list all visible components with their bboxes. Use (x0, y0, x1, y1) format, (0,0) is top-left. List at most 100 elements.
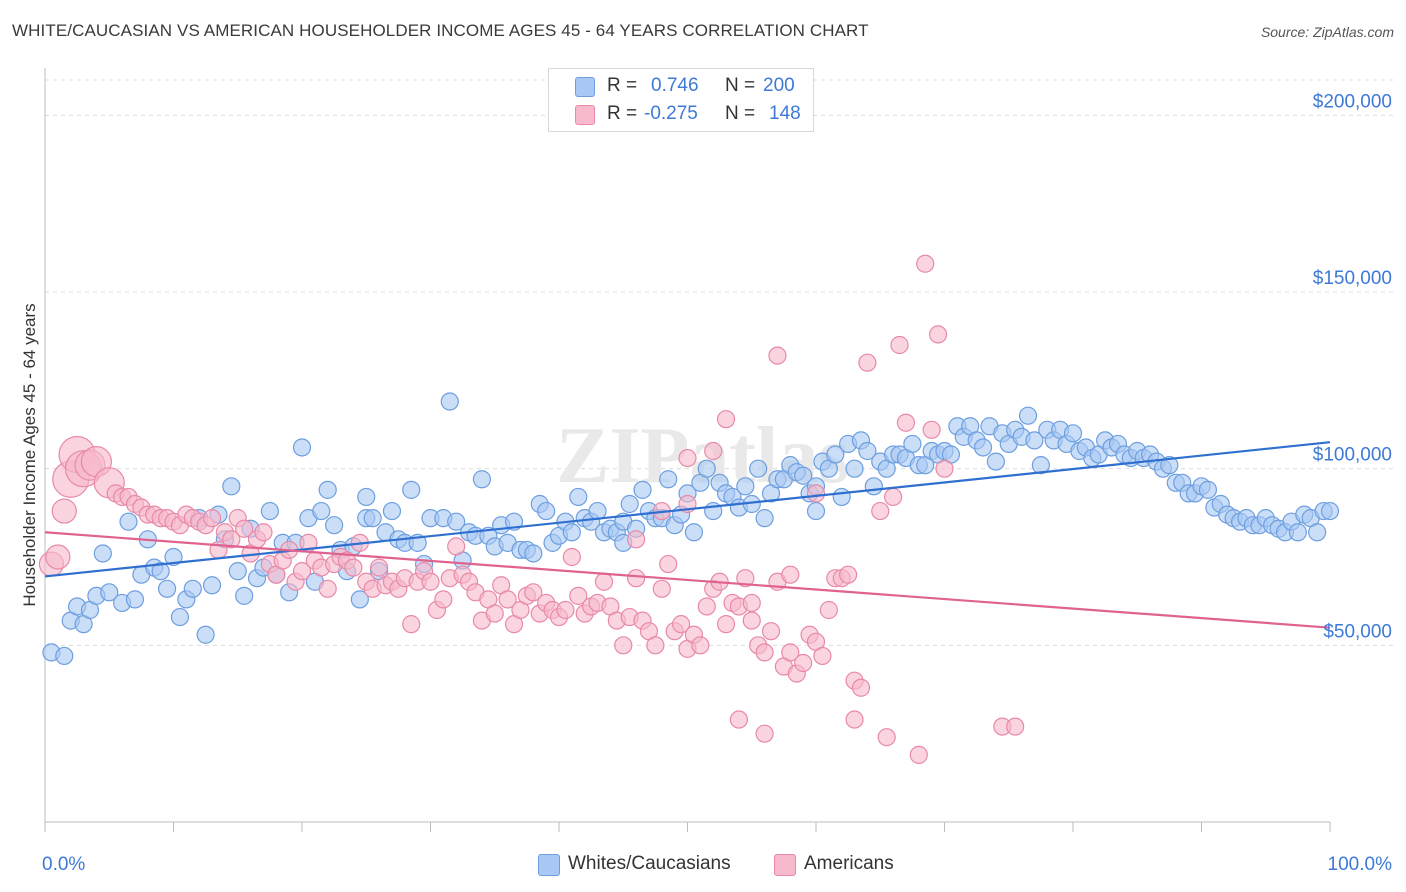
americans-point (871, 501, 890, 521)
whites-point (832, 487, 851, 507)
whites-point (402, 480, 421, 499)
whites-point (151, 562, 170, 581)
americans-point (292, 562, 312, 581)
whites-point (1160, 456, 1179, 475)
americans-point (626, 569, 646, 588)
whites-point (1025, 431, 1044, 450)
americans-point (755, 724, 774, 743)
whites-point (325, 516, 344, 535)
americans-point (877, 728, 896, 747)
source-label: Source: ZipAtlas.com (1260, 24, 1394, 40)
americans-point (678, 448, 697, 468)
americans-point (652, 579, 671, 598)
americans-point (562, 547, 581, 567)
whites-point (562, 523, 581, 542)
stats-r-value: 0.746 (651, 75, 699, 96)
whites-point (228, 562, 247, 581)
americans-point (344, 558, 363, 577)
whites-point (1288, 523, 1307, 542)
americans-point (691, 636, 710, 655)
whites-point (93, 544, 112, 563)
americans-point (806, 484, 826, 503)
americans-point (697, 597, 716, 616)
whites-point (633, 480, 652, 499)
series-americans-points (38, 254, 1025, 764)
americans-point (755, 643, 774, 662)
americans-point (569, 586, 588, 605)
whites-point (620, 494, 639, 514)
whites-point (903, 434, 922, 454)
whites-point (973, 438, 993, 457)
y-tick-label: $200,000 (1313, 91, 1392, 112)
americans-point (402, 615, 421, 634)
stats-swatch-americans (575, 105, 595, 125)
americans-point (659, 554, 678, 574)
americans-point (370, 558, 389, 577)
whites-point (864, 477, 883, 496)
americans-point (202, 509, 222, 528)
whites-point (440, 392, 459, 411)
whites-point (357, 487, 376, 507)
legend-label-americans: Americans (804, 853, 894, 874)
y-tick-label: $150,000 (1313, 268, 1392, 289)
stats-r-label: R = (607, 103, 638, 124)
whites-point (382, 501, 402, 521)
whites-point (569, 487, 588, 507)
americans-point (845, 710, 864, 729)
whites-point (697, 459, 716, 478)
stats-n-label: N = (725, 75, 756, 96)
americans-point (742, 593, 761, 613)
whites-point (202, 576, 222, 595)
americans-point (614, 636, 633, 655)
stats-n-value: 200 (763, 75, 795, 96)
y-tick-label: $100,000 (1313, 445, 1392, 466)
americans-point (922, 420, 941, 439)
americans-point (671, 615, 691, 634)
whites-point (447, 512, 466, 531)
stats-n-label: N = (725, 103, 756, 124)
americans-point (839, 565, 858, 584)
americans-point (781, 565, 800, 584)
stats-box: R = 0.746 N = 200 R = -0.275 N = 148 (548, 68, 814, 132)
americans-point (434, 590, 453, 609)
americans-point (447, 537, 466, 556)
americans-point (742, 611, 761, 630)
whites-point (794, 466, 813, 485)
americans-point (768, 346, 787, 365)
whites-point (292, 438, 312, 457)
americans-point (736, 569, 755, 588)
x-tick-labels: 0.0% 100.0% (42, 854, 1392, 875)
americans-point (896, 413, 916, 432)
americans-point (51, 498, 77, 524)
americans-point (928, 325, 948, 344)
americans-point (254, 523, 273, 542)
whites-point (1198, 480, 1218, 499)
whites-point (318, 480, 337, 499)
americans-point (1006, 717, 1025, 736)
stats-r-value: -0.275 (644, 103, 698, 124)
chart-title: WHITE/CAUCASIAN VS AMERICAN HOUSEHOLDER … (12, 21, 869, 40)
whites-point (1308, 523, 1327, 542)
whites-point (524, 544, 543, 563)
americans-point (716, 615, 736, 634)
americans-point (909, 745, 928, 764)
americans-point (890, 335, 909, 355)
whites-point (826, 445, 845, 464)
americans-point (498, 590, 517, 609)
whites-point (235, 586, 254, 605)
whites-point (845, 459, 864, 478)
americans-point (935, 459, 954, 478)
americans-point (813, 646, 832, 666)
americans-point (916, 254, 935, 273)
americans-point (704, 441, 723, 461)
americans-point (594, 572, 614, 591)
americans-point (883, 487, 903, 507)
whites-point (119, 512, 138, 531)
stats-r-label: R = (607, 75, 638, 96)
americans-point (729, 710, 749, 729)
americans-point (222, 530, 241, 549)
whites-point (806, 501, 826, 521)
legend-label-whites: Whites/Caucasians (568, 853, 731, 874)
americans-point (851, 678, 871, 697)
